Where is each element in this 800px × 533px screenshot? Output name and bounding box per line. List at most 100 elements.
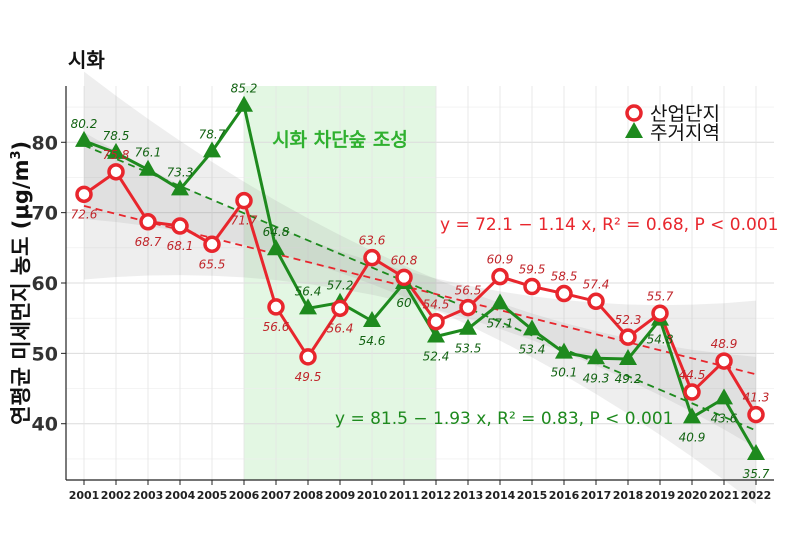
trend-equation: y = 72.1 − 1.14 x, R² = 0.68, P < 0.001 (440, 215, 778, 235)
data-label: 85.2 (231, 82, 258, 96)
data-point (715, 388, 733, 405)
data-label: 50.1 (551, 366, 578, 380)
x-tick-label: 2018 (613, 489, 644, 502)
data-point (747, 443, 765, 460)
data-label: 53.5 (455, 342, 482, 356)
legend-marker (625, 122, 643, 138)
x-tick-label: 2008 (293, 489, 324, 502)
data-label: 54.6 (359, 334, 386, 348)
x-tick-label: 2016 (549, 489, 580, 502)
data-label: 54.5 (423, 298, 450, 312)
x-tick-label: 2002 (101, 489, 132, 502)
data-label: 64.8 (263, 225, 290, 239)
data-label: 54.8 (647, 333, 674, 347)
data-label: 49.3 (583, 371, 610, 385)
data-label: 73.3 (167, 165, 194, 179)
data-point (235, 95, 253, 112)
data-point (619, 348, 637, 365)
data-label: 43.6 (711, 411, 738, 425)
data-point (587, 348, 605, 365)
data-label: 63.6 (359, 234, 386, 248)
data-label: 52.4 (423, 349, 450, 363)
data-label: 71.7 (231, 214, 258, 228)
data-label: 59.5 (519, 263, 546, 277)
data-label: 57.1 (487, 316, 514, 330)
shaded-period-label: 시화 차단숲 조성 (272, 129, 408, 151)
data-point (363, 248, 381, 267)
x-tick-label: 2006 (229, 489, 260, 502)
data-label: 57.2 (327, 279, 354, 293)
data-label: 72.6 (71, 207, 98, 221)
data-label: 55.7 (647, 289, 674, 303)
data-point (139, 213, 157, 231)
x-tick-label: 2009 (325, 489, 356, 502)
data-point (75, 185, 93, 204)
data-label: 80.2 (71, 117, 98, 131)
data-label: 78.7 (199, 127, 226, 141)
data-label: 78.5 (103, 129, 130, 143)
y-tick-label: 80 (32, 132, 58, 154)
chart-title: 시화 (68, 48, 105, 72)
data-label: 57.4 (583, 277, 610, 291)
series-line (83, 169, 758, 416)
x-tick-label: 2013 (453, 489, 484, 502)
x-tick-label: 2021 (709, 489, 740, 502)
data-label: 58.5 (551, 270, 578, 284)
data-label: 60.9 (487, 253, 514, 267)
data-label: 49.5 (295, 370, 322, 384)
y-tick-label: 60 (32, 273, 58, 295)
data-point (523, 319, 541, 336)
data-point (171, 217, 189, 235)
data-point (363, 310, 381, 327)
data-label: 53.4 (519, 342, 546, 356)
data-label: 56.4 (327, 321, 354, 335)
data-point (619, 328, 637, 346)
data-point (555, 342, 573, 359)
data-label: 44.5 (679, 368, 706, 382)
data-point (235, 191, 253, 210)
data-point (299, 348, 317, 366)
data-label: 40.9 (679, 430, 706, 444)
x-tick-label: 2015 (517, 489, 548, 502)
data-point (523, 277, 541, 296)
data-point (747, 405, 765, 424)
data-label: 48.9 (711, 337, 738, 351)
x-tick-label: 2001 (69, 489, 100, 502)
y-tick-label: 40 (32, 414, 58, 436)
data-label: 56.4 (295, 284, 322, 298)
data-point (203, 141, 221, 158)
x-tick-label: 2005 (197, 489, 228, 502)
data-label: 56.6 (263, 320, 290, 334)
data-point (395, 268, 413, 287)
data-label: 68.1 (167, 239, 194, 253)
data-label: 68.7 (135, 235, 162, 249)
x-tick-label: 2012 (421, 489, 452, 502)
data-label: 35.7 (743, 467, 770, 481)
data-point (459, 318, 477, 335)
legend-label: 주거지역 (650, 122, 720, 144)
data-point (683, 383, 701, 401)
x-tick-label: 2019 (645, 489, 676, 502)
data-point (331, 299, 349, 318)
data-point (203, 235, 221, 254)
trend-line (83, 205, 757, 376)
trend-equation: y = 81.5 − 1.93 x, R² = 0.83, P < 0.001 (335, 409, 673, 429)
data-point (715, 352, 733, 370)
data-label: 60 (396, 296, 412, 310)
data-point (683, 407, 701, 424)
data-point (299, 298, 317, 315)
data-point (107, 142, 125, 159)
y-tick-label: 50 (32, 343, 58, 365)
data-point (107, 163, 125, 181)
data-point (267, 298, 285, 316)
data-label: 56.5 (455, 284, 482, 298)
data-point (491, 267, 509, 286)
legend-marker (625, 104, 643, 122)
data-point (75, 130, 93, 147)
data-point (555, 284, 573, 303)
data-point (459, 298, 477, 317)
x-tick-label: 2017 (581, 489, 612, 502)
x-tick-label: 2020 (677, 489, 708, 502)
trend-line (83, 144, 757, 432)
